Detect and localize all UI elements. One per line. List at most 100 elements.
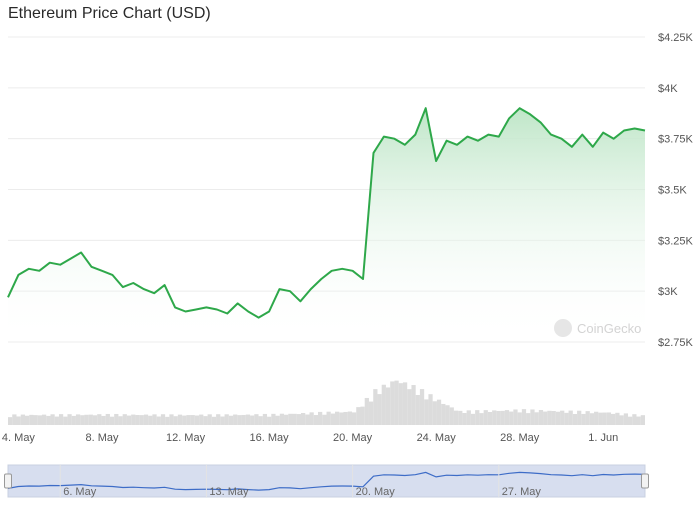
volume-bar bbox=[411, 385, 416, 425]
volume-bar bbox=[84, 414, 89, 425]
volume-bar bbox=[50, 414, 55, 425]
volume-bar bbox=[169, 414, 174, 425]
price-line bbox=[7, 107, 646, 319]
volume-bar bbox=[581, 413, 586, 425]
navigator-right-handle[interactable] bbox=[641, 473, 649, 489]
volume-bar bbox=[207, 414, 212, 425]
volume-bar bbox=[309, 412, 314, 425]
price-area-fill bbox=[8, 108, 645, 342]
volume-bar bbox=[228, 415, 234, 425]
x-tick-label: 16. May bbox=[249, 432, 289, 444]
volume-bar bbox=[356, 407, 361, 425]
volume-bar bbox=[543, 411, 548, 425]
volume-bar bbox=[351, 412, 357, 425]
y-axis-labels: $2.75K $3K $3.25K $3.5K $3.75K $4K $4.25K bbox=[658, 32, 694, 349]
volume-bar bbox=[526, 413, 531, 425]
volume-bar bbox=[199, 414, 204, 425]
volume-bar bbox=[598, 412, 603, 425]
volume-bar bbox=[500, 410, 505, 425]
volume-bar bbox=[381, 384, 386, 425]
volume-bar bbox=[318, 411, 323, 425]
volume-bar bbox=[292, 413, 297, 425]
volume-bar bbox=[250, 415, 255, 425]
volume-bar bbox=[262, 413, 268, 425]
volume-bar bbox=[148, 415, 153, 425]
price-area bbox=[7, 107, 646, 342]
volume-bar bbox=[615, 412, 620, 425]
volume-bar bbox=[373, 389, 378, 425]
volume-bar bbox=[547, 410, 552, 425]
volume-bar bbox=[37, 415, 42, 425]
volume-bar bbox=[436, 399, 442, 425]
volume-bar bbox=[182, 415, 187, 425]
volume-bar bbox=[326, 411, 331, 425]
volume-bar bbox=[640, 415, 645, 425]
navigator-tick-label: 6. May bbox=[63, 486, 97, 498]
volume-bar bbox=[279, 413, 285, 425]
volume-bar bbox=[415, 394, 420, 425]
volume-bar bbox=[594, 411, 599, 425]
volume-bar bbox=[560, 410, 565, 425]
volume-bar bbox=[54, 416, 59, 425]
volume-bar bbox=[407, 389, 412, 425]
volume-bar bbox=[41, 414, 47, 425]
volume-bar bbox=[564, 412, 569, 425]
volume-bar bbox=[156, 416, 161, 425]
volume-bar bbox=[492, 410, 497, 425]
y-tick-label: $3K bbox=[658, 286, 678, 298]
volume-bar bbox=[385, 387, 391, 425]
volume-bar bbox=[483, 410, 488, 425]
watermark-text: CoinGecko bbox=[577, 321, 641, 336]
volume-bar bbox=[284, 414, 289, 425]
volume-bar bbox=[131, 414, 136, 425]
volume-bar bbox=[339, 412, 344, 425]
volume-bar bbox=[538, 410, 544, 425]
volume-bar bbox=[343, 411, 348, 425]
volume-bar bbox=[258, 416, 263, 425]
volume-bar bbox=[636, 416, 641, 425]
x-tick-label: 28. May bbox=[500, 432, 540, 444]
volume-bar bbox=[475, 410, 480, 425]
navigator-left-handle[interactable] bbox=[4, 473, 12, 489]
volume-bar bbox=[555, 411, 561, 425]
volume-bar bbox=[623, 413, 629, 425]
volume-bar bbox=[33, 415, 38, 425]
range-navigator[interactable]: 6. May 13. May 20. May 27. May bbox=[4, 464, 649, 498]
x-tick-label: 24. May bbox=[417, 432, 457, 444]
volume-bar bbox=[216, 414, 221, 425]
volume-bar bbox=[20, 414, 25, 425]
volume-bar bbox=[190, 415, 195, 425]
volume-bar bbox=[105, 413, 110, 425]
volume-bar bbox=[75, 414, 81, 425]
volume-bar bbox=[275, 415, 280, 425]
volume-bar bbox=[288, 413, 293, 425]
volume-bar bbox=[534, 412, 539, 425]
x-tick-label: 8. May bbox=[85, 432, 119, 444]
volume-bar bbox=[530, 409, 535, 425]
volume-bar bbox=[458, 410, 463, 425]
volume-bar bbox=[173, 416, 178, 425]
volume-bar bbox=[71, 415, 76, 425]
x-tick-label: 4. May bbox=[2, 432, 36, 444]
volume-bar bbox=[632, 414, 637, 425]
volume-bar bbox=[233, 414, 238, 425]
volume-bar bbox=[517, 412, 522, 425]
volume-bar bbox=[186, 415, 191, 425]
volume-bar bbox=[24, 415, 30, 425]
volume-bar bbox=[606, 412, 612, 425]
volume-bar bbox=[118, 416, 123, 425]
volume-bar bbox=[585, 411, 590, 425]
volume-bar bbox=[88, 414, 93, 425]
volume-bar bbox=[432, 401, 437, 425]
volume-bar bbox=[628, 416, 633, 425]
volume-bar bbox=[479, 413, 484, 425]
volume-bar bbox=[296, 414, 302, 425]
volume-bar bbox=[368, 401, 374, 425]
volume-bar bbox=[313, 415, 319, 425]
volume-bar bbox=[551, 411, 556, 425]
volume-bar bbox=[466, 410, 471, 425]
volume-bar bbox=[160, 414, 166, 425]
volume-bar bbox=[254, 414, 259, 425]
volume-bar bbox=[470, 413, 476, 425]
